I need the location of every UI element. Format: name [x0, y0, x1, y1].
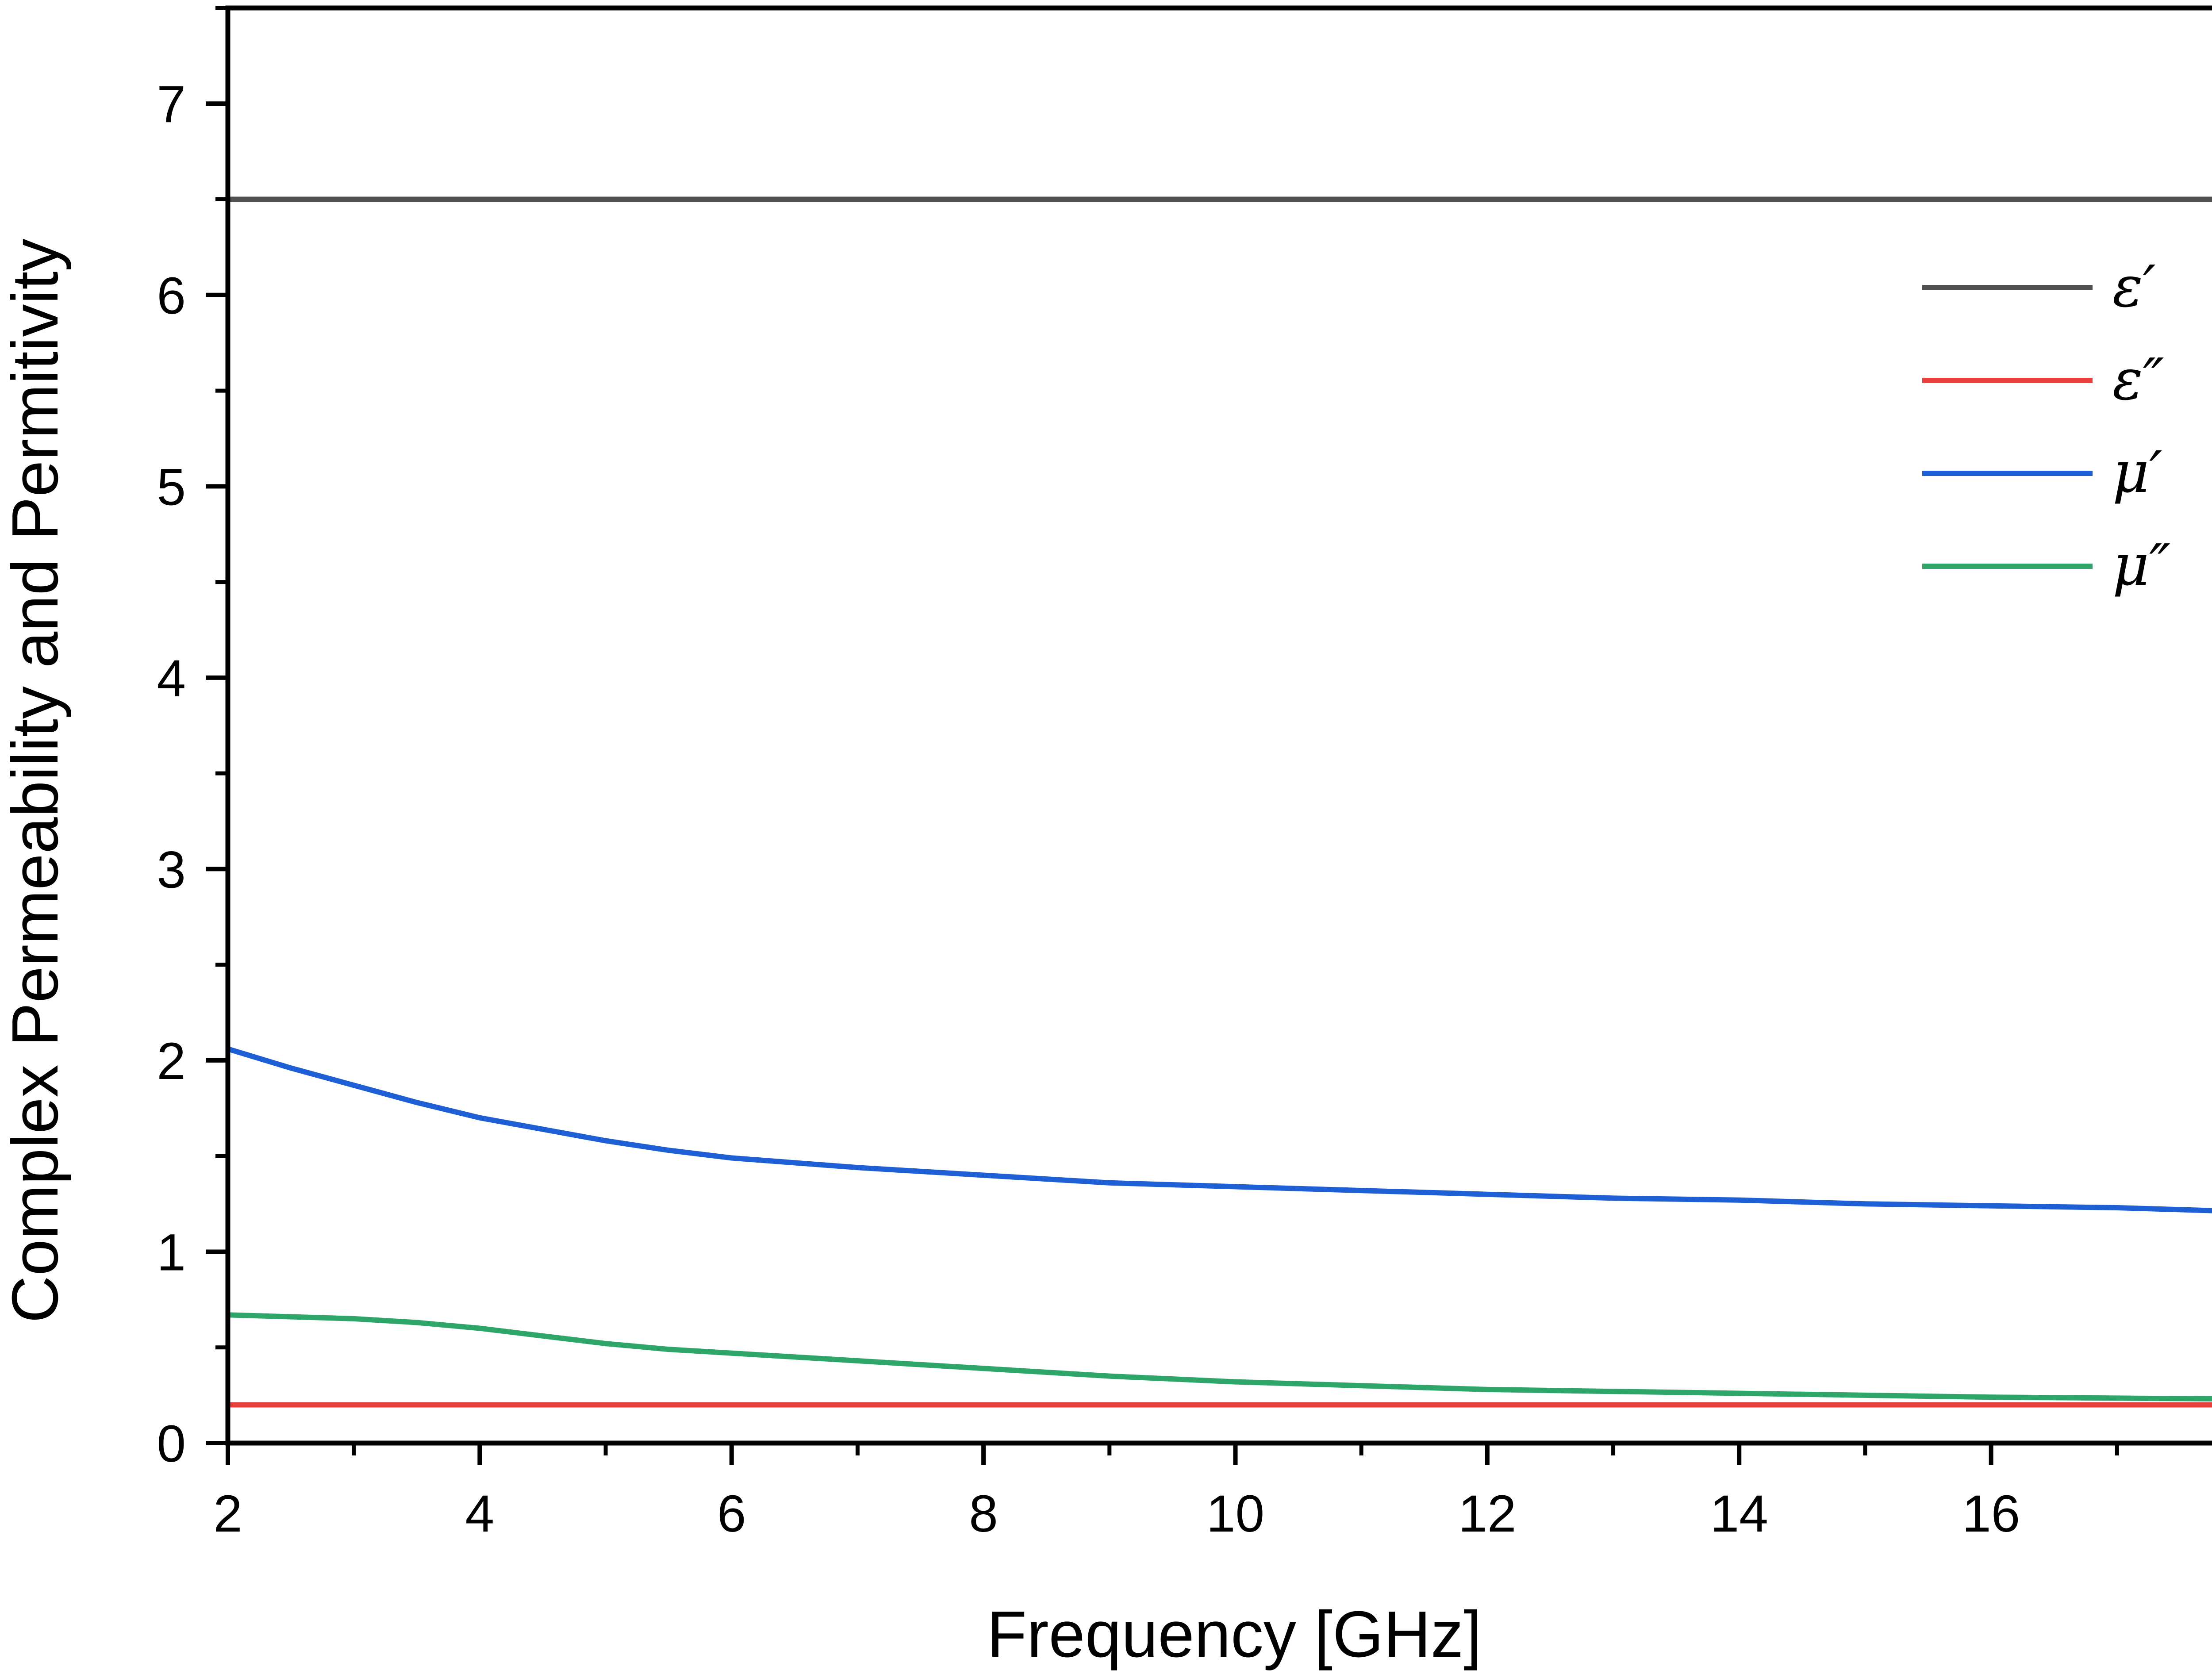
y-tick-label: 6: [157, 267, 186, 325]
series-line-4: [227, 1312, 2212, 1401]
x-tick-label: 10: [1206, 1485, 1264, 1543]
x-tick-label: 16: [1962, 1485, 2020, 1543]
y-tick-label: 3: [157, 841, 186, 899]
y-tick-label: 7: [157, 75, 186, 134]
x-tick-label: 2: [213, 1485, 242, 1543]
legend: ε′ ε″ μ′ μ″: [1922, 254, 2170, 599]
y-tick-label: 1: [157, 1223, 186, 1282]
x-tick-label: 14: [1710, 1485, 1768, 1543]
x-axis-title: Frequency [GHz]: [987, 1598, 1482, 1671]
series-line-3: [227, 1046, 2212, 1213]
legend-label-1: ε′: [2112, 254, 2156, 320]
legend-label-3: μ′: [2112, 440, 2162, 506]
y-tick-label: 5: [157, 458, 186, 516]
marks-layer: [227, 196, 2212, 1408]
legend-label-2: ε″: [2112, 347, 2164, 413]
y-tick-label: 2: [157, 1032, 186, 1090]
legend-label-4: μ″: [2112, 533, 2170, 599]
x-tick-label: 8: [969, 1485, 998, 1543]
y-tick-label: 0: [157, 1415, 186, 1473]
plot-frame: [225, 5, 2212, 1446]
x-tick-label: 6: [717, 1485, 746, 1543]
x-tick-label: 12: [1458, 1485, 1516, 1543]
axes-layer: 2468101214161801234567: [157, 5, 2212, 1543]
y-tick-label: 4: [157, 649, 186, 708]
y-axis-title: Complex Permeability and Permitivity: [0, 238, 72, 1323]
x-tick-label: 4: [465, 1485, 495, 1543]
